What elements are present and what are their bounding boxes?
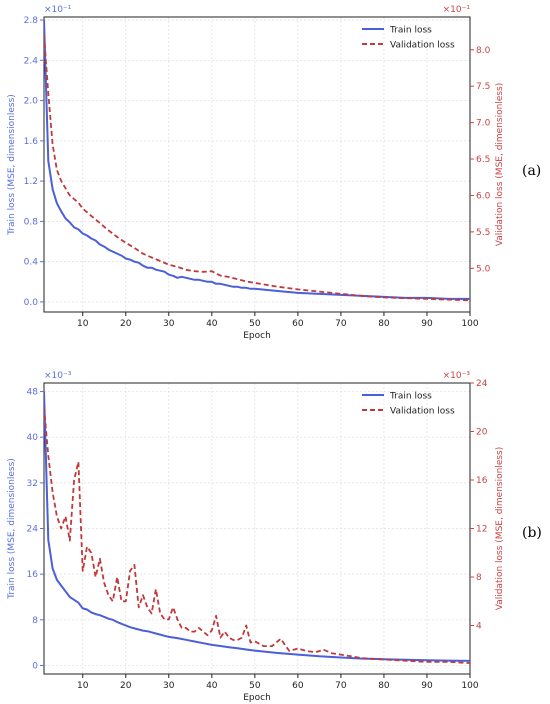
y-right-tick-label: 5.0	[476, 264, 491, 274]
x-tick-label: 20	[120, 319, 132, 329]
x-tick-label: 60	[292, 319, 304, 329]
y-left-tick-label: 1.2	[24, 177, 38, 187]
y-right-tick-label: 8.0	[476, 46, 491, 56]
y-left-tick-label: 2.4	[24, 56, 39, 66]
y-right-axis-label: Validation loss (MSE, dimensionless)	[495, 447, 505, 611]
y-right-tick-label: 12	[476, 525, 487, 535]
plot-frame	[43, 16, 471, 313]
y-left-tick-label: 48	[27, 388, 39, 398]
legend-train-label: Train loss	[389, 26, 432, 36]
x-tick-label: 90	[421, 319, 433, 329]
x-tick-label: 70	[335, 681, 347, 691]
x-tick-label: 50	[249, 681, 261, 691]
x-tick-label: 60	[292, 681, 304, 691]
y-right-tick-label: 6.5	[476, 155, 490, 165]
x-tick-label: 40	[206, 319, 218, 329]
panel-label-b: (b)	[522, 525, 542, 541]
y-right-tick-label: 16	[476, 476, 488, 486]
x-tick-label: 20	[120, 681, 132, 691]
x-tick-label: 80	[378, 319, 390, 329]
y-left-tick-label: 24	[27, 525, 39, 535]
y-right-axis-label: Validation loss (MSE, dimensionless)	[495, 83, 505, 247]
y-left-axis-label: Train loss (MSE, dimensionless)	[7, 458, 17, 600]
x-tick-label: 30	[163, 681, 175, 691]
chart-panel-b: 10 20 30 40 50 60 70 80 90 100Epoch08162432404848…	[7, 371, 505, 703]
y-left-tick-label: 0	[32, 661, 38, 671]
legend-validation-label: Validation loss	[390, 41, 455, 51]
y-right-multiplier: ×10⁻³	[443, 371, 471, 381]
y-left-tick-label: 8	[32, 616, 38, 626]
y-right-tick-label: 6.0	[476, 191, 491, 201]
x-tick-label: 80	[378, 681, 390, 691]
y-left-tick-label: 16	[27, 570, 39, 580]
y-right-multiplier: ×10⁻¹	[443, 5, 471, 15]
y-right-tick-label: 4	[476, 622, 482, 632]
train-loss-line	[44, 391, 470, 662]
x-tick-label: 90	[421, 681, 433, 691]
x-tick-label: 70	[335, 319, 347, 329]
y-right-tick-label: 20	[476, 428, 488, 438]
y-left-tick-label: 1.6	[24, 137, 39, 147]
y-left-tick-label: 0.8	[24, 217, 39, 227]
x-tick-label: 100	[461, 319, 478, 329]
x-tick-label: 10	[77, 681, 89, 691]
y-right-tick-label: 5.5	[476, 228, 490, 238]
x-axis-label: Epoch	[243, 331, 271, 341]
legend-train-label: Train loss	[389, 392, 432, 402]
x-tick-label: 10	[77, 319, 89, 329]
x-tick-label: 30	[163, 319, 175, 329]
y-left-multiplier: ×10⁻³	[44, 371, 72, 381]
train-loss-line	[44, 19, 470, 300]
y-left-tick-label: 2.0	[24, 97, 39, 107]
x-tick-label: 100	[461, 681, 478, 691]
y-left-axis-label: Train loss (MSE, dimensionless)	[7, 94, 17, 236]
x-tick-label: 50	[249, 319, 261, 329]
y-right-tick-label: 7.0	[476, 119, 491, 129]
y-left-tick-label: 0.0	[24, 298, 39, 308]
y-right-tick-label: 8	[476, 573, 482, 583]
y-right-tick-label: 24	[476, 379, 488, 389]
y-left-tick-label: 32	[27, 479, 38, 489]
x-tick-label: 40	[206, 681, 218, 691]
chart-panel-a: 10 20 30 40 50 60 70 80 90 100 Epoch 0.0 0.4 0.8 1.2 1.…	[7, 5, 505, 341]
y-left-tick-label: 40	[27, 433, 39, 443]
validation-loss-line	[44, 35, 470, 302]
y-left-tick-label: 2.8	[24, 16, 39, 26]
panel-label-a: (a)	[522, 163, 542, 179]
validation-loss-line	[44, 407, 470, 664]
y-left-tick-label: 0.4	[24, 258, 39, 268]
y-left-multiplier: ×10⁻¹	[44, 5, 72, 15]
x-axis-label: Epoch	[243, 693, 271, 703]
legend-validation-label: Validation loss	[390, 407, 455, 417]
y-right-tick-label: 7.5	[476, 82, 490, 92]
